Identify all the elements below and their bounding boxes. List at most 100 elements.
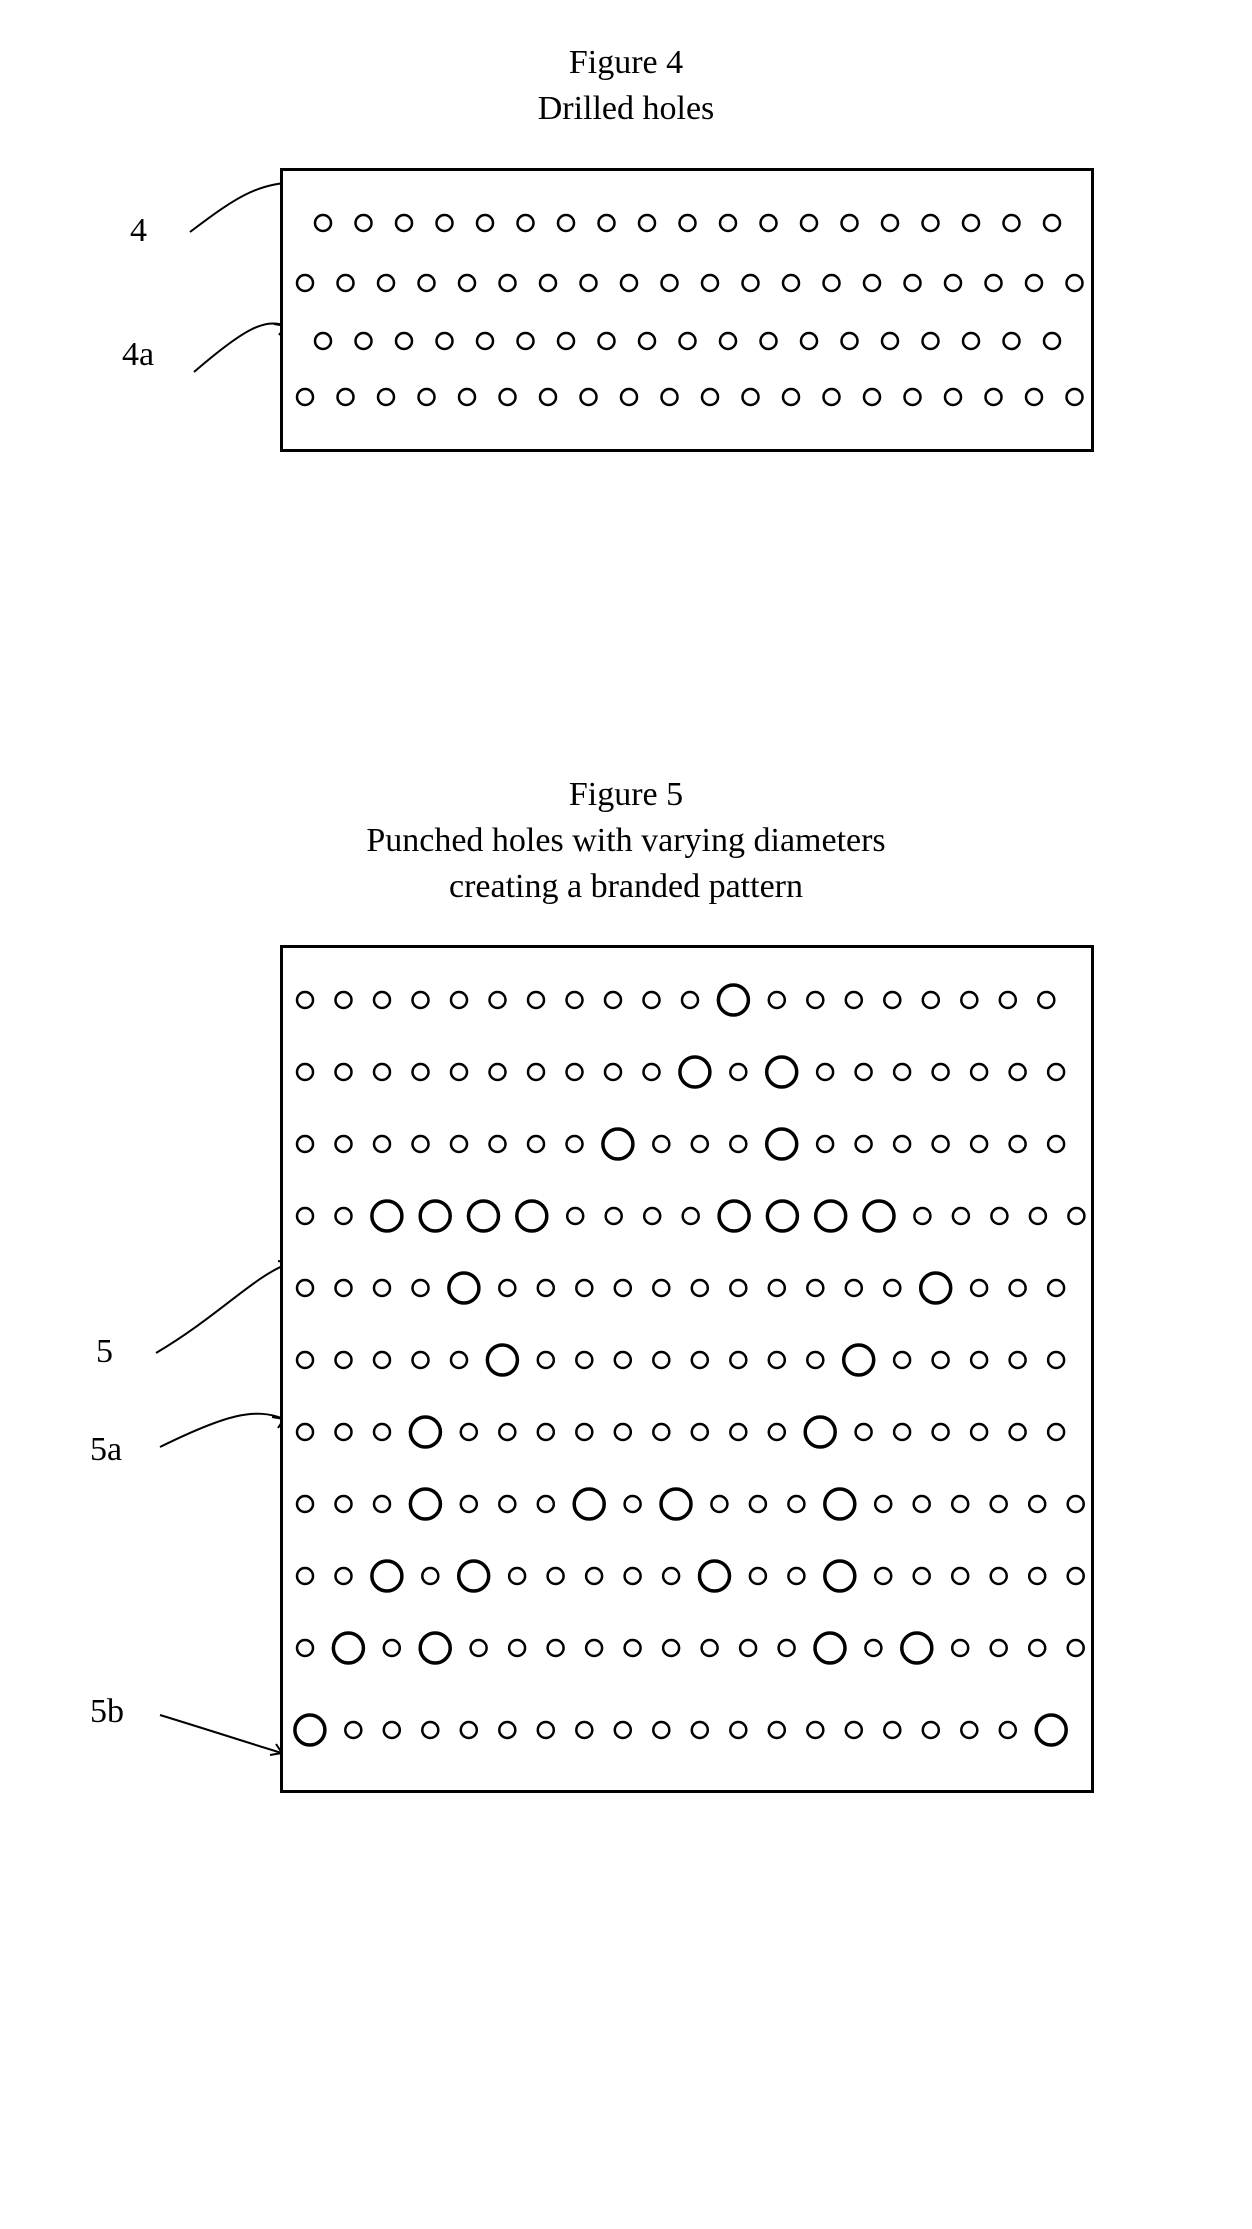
hole-small — [297, 1352, 313, 1368]
hole-large — [420, 1633, 450, 1663]
hole-large — [469, 1201, 499, 1231]
hole-small — [297, 1568, 313, 1584]
hole-large — [517, 1201, 547, 1231]
hole-small — [856, 1424, 872, 1440]
hole-small — [297, 1280, 313, 1296]
hole-small — [567, 1136, 583, 1152]
hole-small — [336, 1352, 352, 1368]
hole-small — [663, 1640, 679, 1656]
hole-small — [769, 1424, 785, 1440]
hole — [824, 275, 840, 291]
hole-small — [336, 1568, 352, 1584]
hole-small — [875, 1496, 891, 1512]
hole-small — [374, 1064, 390, 1080]
hole-small — [1029, 1496, 1045, 1512]
hole-small — [807, 992, 823, 1008]
hole — [338, 275, 354, 291]
hole-small — [1000, 992, 1016, 1008]
hole-small — [914, 1208, 930, 1224]
hole-small — [788, 1568, 804, 1584]
hole-small — [914, 1496, 930, 1512]
hole — [419, 389, 435, 405]
hole-small — [297, 992, 313, 1008]
hole — [680, 333, 696, 349]
hole-small — [1029, 1568, 1045, 1584]
hole-large — [767, 1129, 797, 1159]
hole — [518, 333, 534, 349]
hole-large — [459, 1561, 489, 1591]
hole — [1067, 389, 1083, 405]
hole-large — [844, 1345, 874, 1375]
hole-large — [410, 1489, 440, 1519]
hole-large — [767, 1057, 797, 1087]
hole — [297, 275, 313, 291]
hole-small — [625, 1496, 641, 1512]
hole-small — [461, 1424, 477, 1440]
hole-small — [730, 1136, 746, 1152]
hole — [315, 215, 331, 231]
hole-large — [449, 1273, 479, 1303]
hole — [662, 389, 678, 405]
hole-small — [933, 1064, 949, 1080]
hole-large — [680, 1057, 710, 1087]
hole — [477, 333, 493, 349]
hole-small — [894, 1352, 910, 1368]
hole — [558, 215, 574, 231]
hole-small — [692, 1424, 708, 1440]
hole-large — [718, 985, 748, 1015]
hole-small — [548, 1568, 564, 1584]
hole — [459, 275, 475, 291]
hole-small — [461, 1722, 477, 1738]
hole-small — [297, 1640, 313, 1656]
hole — [1026, 389, 1042, 405]
hole-small — [953, 1208, 969, 1224]
hole-small — [692, 1280, 708, 1296]
hole — [599, 215, 615, 231]
hole — [500, 275, 516, 291]
hole-large — [864, 1201, 894, 1231]
hole-small — [528, 1064, 544, 1080]
hole — [882, 215, 898, 231]
hole — [662, 275, 678, 291]
hole-small — [490, 1136, 506, 1152]
hole-small — [971, 1064, 987, 1080]
hole-small — [961, 1722, 977, 1738]
hole-small — [894, 1064, 910, 1080]
hole-large — [719, 1201, 749, 1231]
hole — [378, 275, 394, 291]
hole-small — [384, 1640, 400, 1656]
hole-small — [538, 1722, 554, 1738]
hole — [540, 275, 556, 291]
hole-small — [625, 1568, 641, 1584]
hole — [842, 333, 858, 349]
hole-small — [297, 1136, 313, 1152]
hole — [1004, 333, 1020, 349]
figure4-title-line1: Figure 4 — [569, 44, 683, 81]
hole-small — [856, 1136, 872, 1152]
hole — [338, 389, 354, 405]
hole — [1004, 215, 1020, 231]
hole-small — [933, 1352, 949, 1368]
hole-small — [615, 1280, 631, 1296]
hole — [437, 333, 453, 349]
hole — [315, 333, 331, 349]
hole-small — [856, 1064, 872, 1080]
hole-small — [471, 1640, 487, 1656]
hole-small — [567, 1064, 583, 1080]
hole-small — [653, 1280, 669, 1296]
hole-small — [1068, 1208, 1084, 1224]
hole-small — [644, 1064, 660, 1080]
hole-large — [921, 1273, 951, 1303]
hole-large — [816, 1201, 846, 1231]
hole-small — [499, 1496, 515, 1512]
hole-small — [615, 1352, 631, 1368]
hole-small — [971, 1424, 987, 1440]
figure5-title-line3: creating a branded pattern — [449, 868, 803, 905]
arrow-4a — [60, 168, 300, 398]
hole — [396, 333, 412, 349]
hole — [621, 389, 637, 405]
hole-small — [1029, 1640, 1045, 1656]
hole-small — [1048, 1424, 1064, 1440]
hole-large — [295, 1715, 325, 1745]
hole-small — [807, 1722, 823, 1738]
